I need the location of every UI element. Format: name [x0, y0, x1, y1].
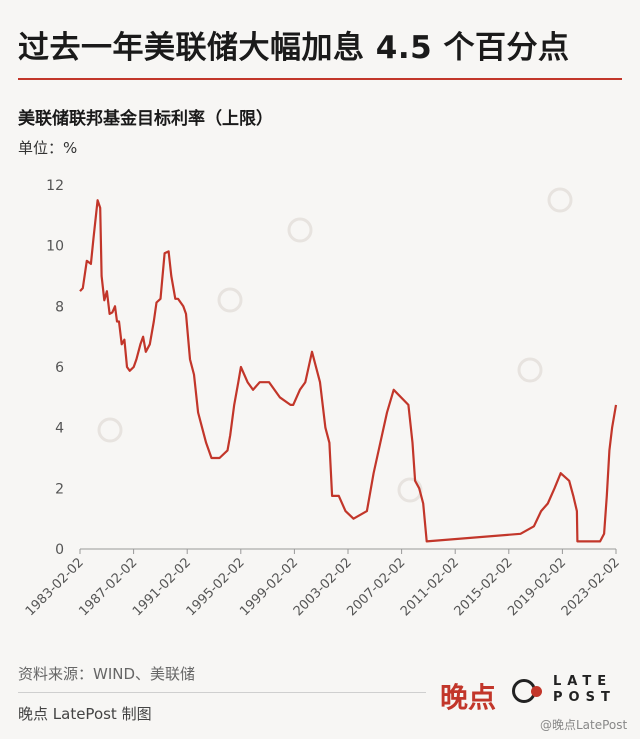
brand-logo-cn: 晚点: [440, 681, 497, 714]
watermark-mark: [397, 477, 423, 503]
credit-note: 晚点 LatePost 制图: [18, 705, 152, 723]
y-tick-label: 4: [55, 421, 64, 437]
series-layer: [79, 199, 618, 543]
title-rule: [18, 78, 622, 80]
watermark-layer: [97, 187, 573, 503]
y-tick-label: 6: [55, 360, 64, 376]
brand-logo-en-line2: POST: [553, 690, 616, 705]
watermark-mark: [517, 357, 543, 383]
corner-watermark: @晚点LatePost: [540, 718, 628, 732]
y-tick-label: 12: [46, 178, 64, 194]
y-tick-label: 2: [55, 481, 64, 497]
x-tick-label: 2023-02-02: [559, 555, 623, 619]
y-tick-label: 10: [46, 239, 64, 255]
y-tick-label: 0: [55, 542, 64, 558]
rate-series-line: [79, 199, 618, 543]
y-tick-label: 8: [55, 299, 64, 315]
brand-logo-en-line1: LATE: [553, 674, 613, 689]
footer-rule: [18, 692, 426, 693]
brand-logo-dot: [531, 686, 542, 697]
source-note: 资料来源：WIND、美联储: [18, 665, 196, 683]
line-chart: 0 2 4 6 8 10 12 1983-02-021987-02-021991-02-02…: [23, 178, 623, 619]
brand-logo-en: LATE POST: [553, 674, 616, 706]
chart-subtitle: 美联储联邦基金目标利率（上限）: [18, 109, 273, 129]
page-title: 过去一年美联储大幅加息 4.5 个百分点: [18, 30, 570, 66]
watermark-mark: [287, 217, 313, 243]
unit-label: 单位：%: [18, 139, 78, 157]
x-axis: 1983-02-021987-02-021991-02-021995-02-02…: [23, 548, 623, 619]
watermark-mark: [217, 287, 243, 313]
watermark-mark: [97, 417, 123, 443]
y-axis: 0 2 4 6 8 10 12: [46, 178, 64, 558]
watermark-mark: [547, 187, 573, 213]
